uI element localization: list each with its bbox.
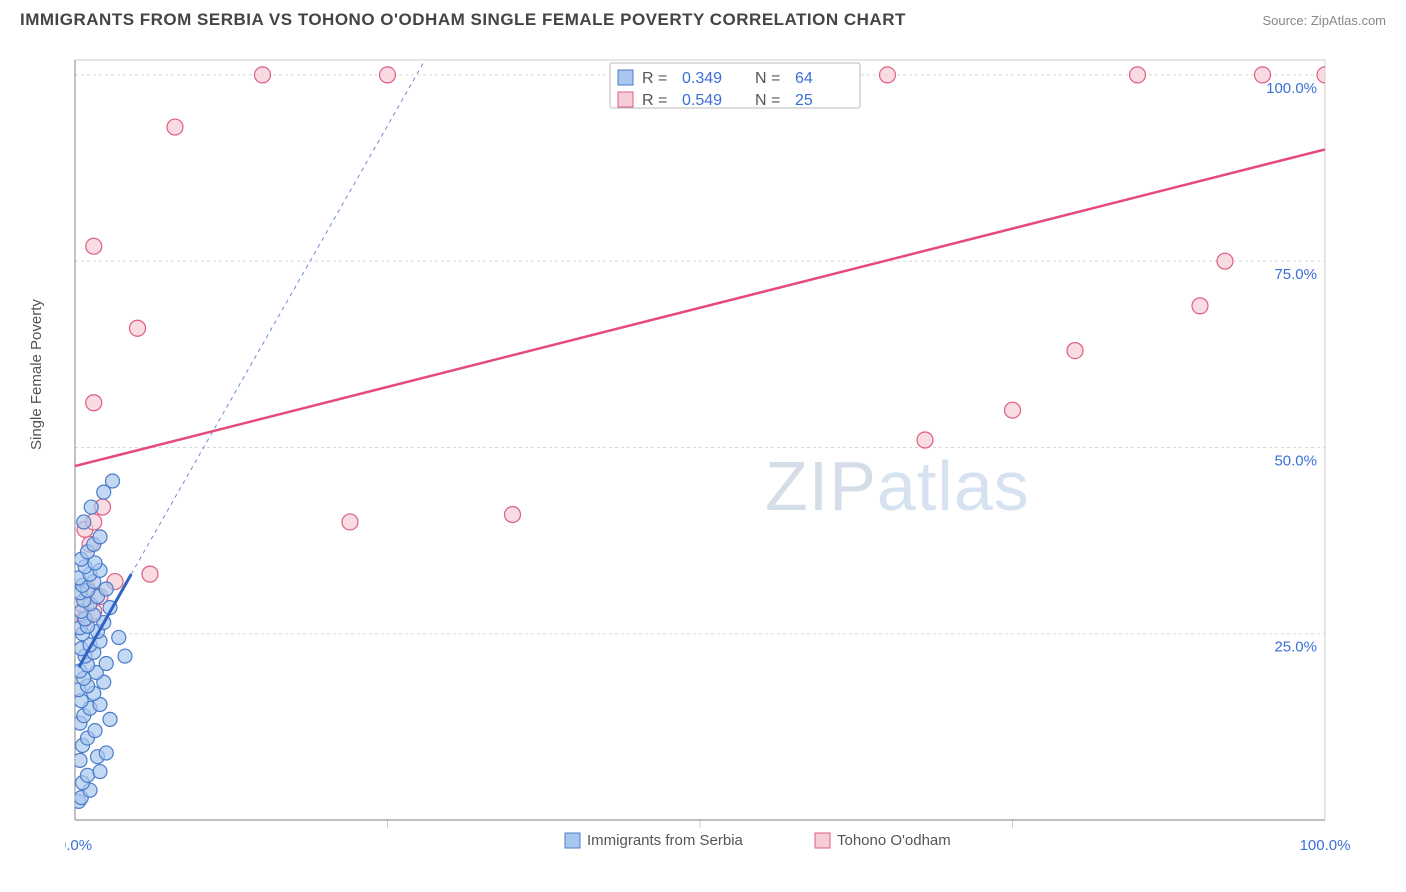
svg-text:ZIPatlas: ZIPatlas	[765, 447, 1030, 525]
svg-text:R =: R =	[642, 92, 667, 109]
svg-text:R =: R =	[642, 70, 667, 87]
svg-text:0.349: 0.349	[682, 70, 722, 87]
svg-text:100.0%: 100.0%	[1266, 80, 1317, 97]
svg-text:Immigrants from Serbia: Immigrants from Serbia	[587, 832, 744, 849]
svg-text:25.0%: 25.0%	[1274, 639, 1317, 656]
svg-text:N =: N =	[755, 92, 780, 109]
svg-text:64: 64	[795, 70, 813, 87]
chart-source: Source: ZipAtlas.com	[1262, 13, 1386, 28]
plot-container: 25.0% 50.0% 75.0% 100.0% 0.0% 100.0% ZIPatlas R…	[65, 50, 1380, 860]
svg-text:Tohono O'odham: Tohono O'odham	[837, 832, 951, 849]
chart-header: IMMIGRANTS FROM SERBIA VS TOHONO O'ODHAM…	[0, 0, 1406, 30]
svg-text:N =: N =	[755, 70, 780, 87]
svg-text:50.0%: 50.0%	[1274, 452, 1317, 469]
svg-text:100.0%: 100.0%	[1300, 837, 1351, 854]
scatter-plot: 25.0% 50.0% 75.0% 100.0% 0.0% 100.0% ZIPatlas R…	[65, 50, 1380, 860]
svg-text:0.549: 0.549	[682, 92, 722, 109]
chart-area: Single Female Poverty 25.0%50.0%75.0%100…	[45, 50, 1385, 860]
svg-text:25: 25	[795, 92, 813, 109]
svg-text:75.0%: 75.0%	[1274, 266, 1317, 283]
svg-text:0.0%: 0.0%	[65, 837, 92, 854]
chart-title: IMMIGRANTS FROM SERBIA VS TOHONO O'ODHAM…	[20, 10, 906, 30]
y-axis-label: Single Female Poverty	[28, 299, 45, 450]
series-1	[73, 67, 1333, 627]
